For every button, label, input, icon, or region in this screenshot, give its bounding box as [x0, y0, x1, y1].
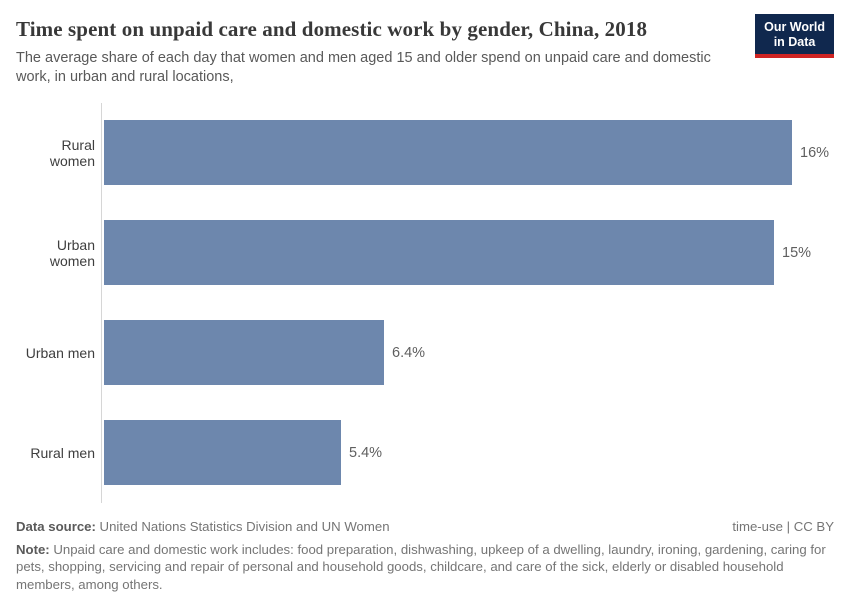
bar-rural-men[interactable] — [104, 420, 341, 485]
bar-row: Urban men 6.4% — [16, 303, 834, 403]
bar-urban-women[interactable] — [104, 220, 774, 285]
page-title: Time spent on unpaid care and domestic w… — [16, 17, 648, 41]
chart-note: Note: Unpaid care and domestic work incl… — [16, 541, 834, 594]
value-label: 16% — [800, 144, 830, 161]
license-text[interactable]: time-use | CC BY — [732, 518, 834, 534]
bar-chart: Rural women 16% Urban women 15% Urban men 6.4… — [16, 102, 834, 503]
category-label: Rural men — [30, 444, 95, 461]
data-source-text: United Nations Statistics Division and U… — [95, 518, 390, 534]
bar-row: Rural women 16% — [16, 103, 834, 203]
category-label: Urban women — [49, 236, 95, 269]
value-label: 5.4% — [349, 444, 383, 461]
logo-line2: in Data — [773, 34, 816, 49]
note-text: Unpaid care and domestic work includes: … — [16, 541, 826, 592]
value-label: 15% — [782, 244, 812, 261]
bar-row: Rural men 5.4% — [16, 403, 834, 503]
category-label: Rural women — [49, 136, 95, 169]
owid-logo[interactable]: Our World in Data — [755, 14, 834, 58]
bar-urban-men[interactable] — [104, 320, 384, 385]
chart-footer: Data source: United Nations Statistics D… — [16, 519, 834, 594]
source-row: Data source: United Nations Statistics D… — [16, 519, 834, 534]
chart-header: Time spent on unpaid care and domestic w… — [16, 14, 834, 88]
bar-row: Urban women 15% — [16, 203, 834, 303]
header-text: Time spent on unpaid care and domestic w… — [16, 14, 721, 88]
chart-subtitle: The average share of each day that women… — [16, 50, 711, 86]
note-label: Note: — [16, 541, 50, 557]
data-source-label: Data source: — [16, 518, 96, 534]
category-label: Urban men — [25, 344, 95, 361]
bar-rural-women[interactable] — [104, 120, 792, 185]
logo-line1: Our World — [764, 20, 825, 34]
y-axis-line — [101, 102, 102, 503]
value-label: 6.4% — [392, 344, 426, 361]
data-source: Data source: United Nations Statistics D… — [16, 519, 390, 534]
